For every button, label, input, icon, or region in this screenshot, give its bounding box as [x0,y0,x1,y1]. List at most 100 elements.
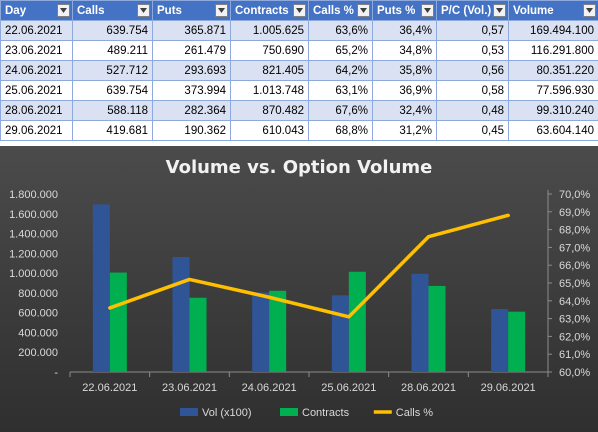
table-cell[interactable]: 116.291.800 [508,40,598,61]
table-cell[interactable]: 67,6% [308,100,373,121]
left-axis-tick-label: - [54,367,58,379]
table-cell[interactable]: 639.754 [72,80,153,101]
table-cell[interactable]: 588.118 [72,100,153,121]
bar-contracts [189,297,207,372]
table-cell[interactable]: 870.482 [230,100,309,121]
column-header: Volume [508,0,598,21]
column-header-label: Calls [77,4,105,17]
table-cell[interactable]: 65,2% [308,40,373,61]
legend-swatch [280,408,298,416]
table-cell[interactable]: 28.06.2021 [0,100,73,121]
column-header-label: Contracts [235,4,289,17]
table-cell[interactable]: 64,2% [308,60,373,81]
table-cell[interactable]: 35,8% [372,60,437,81]
table-cell[interactable]: 36,9% [372,80,437,101]
bar-contracts [508,311,526,372]
right-axis-tick-label: 61,0% [559,349,590,361]
table-cell[interactable]: 63.604.140 [508,120,598,141]
right-axis-tick-label: 65,0% [559,278,590,290]
filter-dropdown-icon[interactable] [493,4,506,17]
table-cell[interactable]: 24.06.2021 [0,60,73,81]
line-point-calls-percent [267,295,271,299]
x-axis-tick-label: 25.06.2021 [321,382,376,394]
table-cell[interactable]: 750.690 [230,40,309,61]
line-point-calls-percent [506,213,510,217]
combo-chart[interactable]: Volume vs. Option Volume - 200.000 400.000 6… [0,146,598,432]
column-header-label: Calls % [313,4,354,17]
table-cell[interactable]: 29.06.2021 [0,120,73,141]
x-axis-tick-label: 28.06.2021 [401,382,456,394]
header-row: Day Calls Puts Contracts Calls % Puts % … [0,0,598,21]
table-cell[interactable]: 0,57 [436,20,509,41]
filter-dropdown-icon[interactable] [357,4,370,17]
legend-label: Calls % [396,407,434,419]
table-cell[interactable]: 0,56 [436,60,509,81]
table-cell[interactable]: 68,8% [308,120,373,141]
table-cell[interactable]: 419.681 [72,120,153,141]
table-cell[interactable]: 261.479 [152,40,231,61]
bar-vol-x100 [172,257,190,372]
table-cell[interactable]: 1.005.625 [230,20,309,41]
table-row: 29.06.2021 419.681 190.362 610.043 68,8% 31,2… [0,120,598,141]
table-cell[interactable]: 190.362 [152,120,231,141]
column-header-label: Puts [157,4,182,17]
filter-dropdown-icon[interactable] [421,4,434,17]
table-cell[interactable]: 639.754 [72,20,153,41]
line-calls-percent [108,213,510,319]
table-cell[interactable]: 63,6% [308,20,373,41]
table-row: 28.06.2021 588.118 282.364 870.482 67,6% 32,4… [0,100,598,121]
column-header: Puts % [372,0,437,21]
table-cell[interactable]: 293.693 [152,60,231,81]
table-cell[interactable]: 821.405 [230,60,309,81]
table-cell[interactable]: 1.013.748 [230,80,309,101]
right-axis-tick-label: 66,0% [559,260,590,272]
table-cell[interactable]: 489.211 [72,40,153,61]
table-cell[interactable]: 99.310.240 [508,100,598,121]
table-cell[interactable]: 31,2% [372,120,437,141]
table-cell[interactable]: 610.043 [230,120,309,141]
right-axis-tick-label: 67,0% [559,242,590,254]
data-table: Day Calls Puts Contracts Calls % Puts % … [0,0,598,141]
x-axis-tick-label: 29.06.2021 [481,382,536,394]
table-cell[interactable]: 23.06.2021 [0,40,73,61]
legend-label: Contracts [302,407,350,419]
table-row: 22.06.2021 639.754 365.871 1.005.625 63,6% 36… [0,20,598,41]
table-cell[interactable]: 32,4% [372,100,437,121]
table-cell[interactable]: 282.364 [152,100,231,121]
filter-dropdown-icon[interactable] [137,4,150,17]
column-header: Calls [72,0,153,21]
table-cell[interactable]: 34,8% [372,40,437,61]
column-header-label: Day [5,4,27,17]
table-cell[interactable]: 365.871 [152,20,231,41]
table-cell[interactable]: 77.596.930 [508,80,598,101]
table-row: 23.06.2021 489.211 261.479 750.690 65,2% 34,8… [0,40,598,61]
legend-label: Vol (x100) [202,407,252,419]
table-cell[interactable]: 169.494.100 [508,20,598,41]
filter-dropdown-icon[interactable] [583,4,596,17]
left-axis-tick-label: 1.800.000 [9,189,58,201]
bar-contracts [109,272,127,372]
column-header: Calls % [308,0,373,21]
bar-vol-x100 [491,309,509,372]
bar-contracts [269,290,287,372]
table-cell[interactable]: 0,48 [436,100,509,121]
filter-dropdown-icon[interactable] [215,4,228,17]
left-axis-tick-label: 600.000 [18,308,58,320]
table-cell[interactable]: 36,4% [372,20,437,41]
table-cell[interactable]: 0,45 [436,120,509,141]
table-cell[interactable]: 80.351.220 [508,60,598,81]
column-header-label: Puts % [377,4,416,17]
left-axis-tick-label: 1.600.000 [9,209,58,221]
table-cell[interactable]: 0,53 [436,40,509,61]
table-cell[interactable]: 63,1% [308,80,373,101]
filter-dropdown-icon[interactable] [293,4,306,17]
table-cell[interactable]: 22.06.2021 [0,20,73,41]
table-cell[interactable]: 25.06.2021 [0,80,73,101]
table-cell[interactable]: 0,58 [436,80,509,101]
column-header: Day [0,0,73,21]
column-header: Puts [152,0,231,21]
right-axis-tick-label: 64,0% [559,296,590,308]
table-cell[interactable]: 527.712 [72,60,153,81]
table-cell[interactable]: 373.994 [152,80,231,101]
filter-dropdown-icon[interactable] [57,4,70,17]
